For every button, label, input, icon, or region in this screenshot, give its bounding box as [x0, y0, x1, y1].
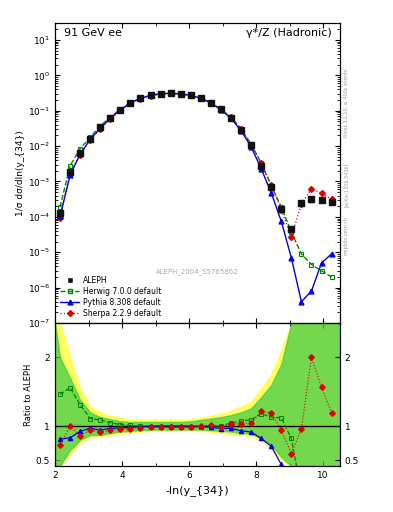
- X-axis label: -ln(y_{34}): -ln(y_{34}): [166, 485, 229, 496]
- Text: γ*/Z (Hadronic): γ*/Z (Hadronic): [246, 28, 331, 37]
- Text: mcplots.cern.ch: mcplots.cern.ch: [344, 216, 349, 255]
- Text: Rivet 3.1.10, ≥ 400k events: Rivet 3.1.10, ≥ 400k events: [344, 68, 349, 137]
- Legend: ALEPH, Herwig 7.0.0 default, Pythia 8.308 default, Sherpa 2.2.9 default: ALEPH, Herwig 7.0.0 default, Pythia 8.30…: [59, 274, 162, 319]
- Text: ALEPH_2004_S5765862: ALEPH_2004_S5765862: [156, 269, 239, 275]
- Y-axis label: Ratio to ALEPH: Ratio to ALEPH: [24, 364, 33, 425]
- Text: [arXiv:1306.3436]: [arXiv:1306.3436]: [344, 162, 349, 206]
- Y-axis label: 1/σ dσ/dln(y_{34}): 1/σ dσ/dln(y_{34}): [16, 130, 25, 216]
- Text: 91 GeV ee: 91 GeV ee: [64, 28, 121, 37]
